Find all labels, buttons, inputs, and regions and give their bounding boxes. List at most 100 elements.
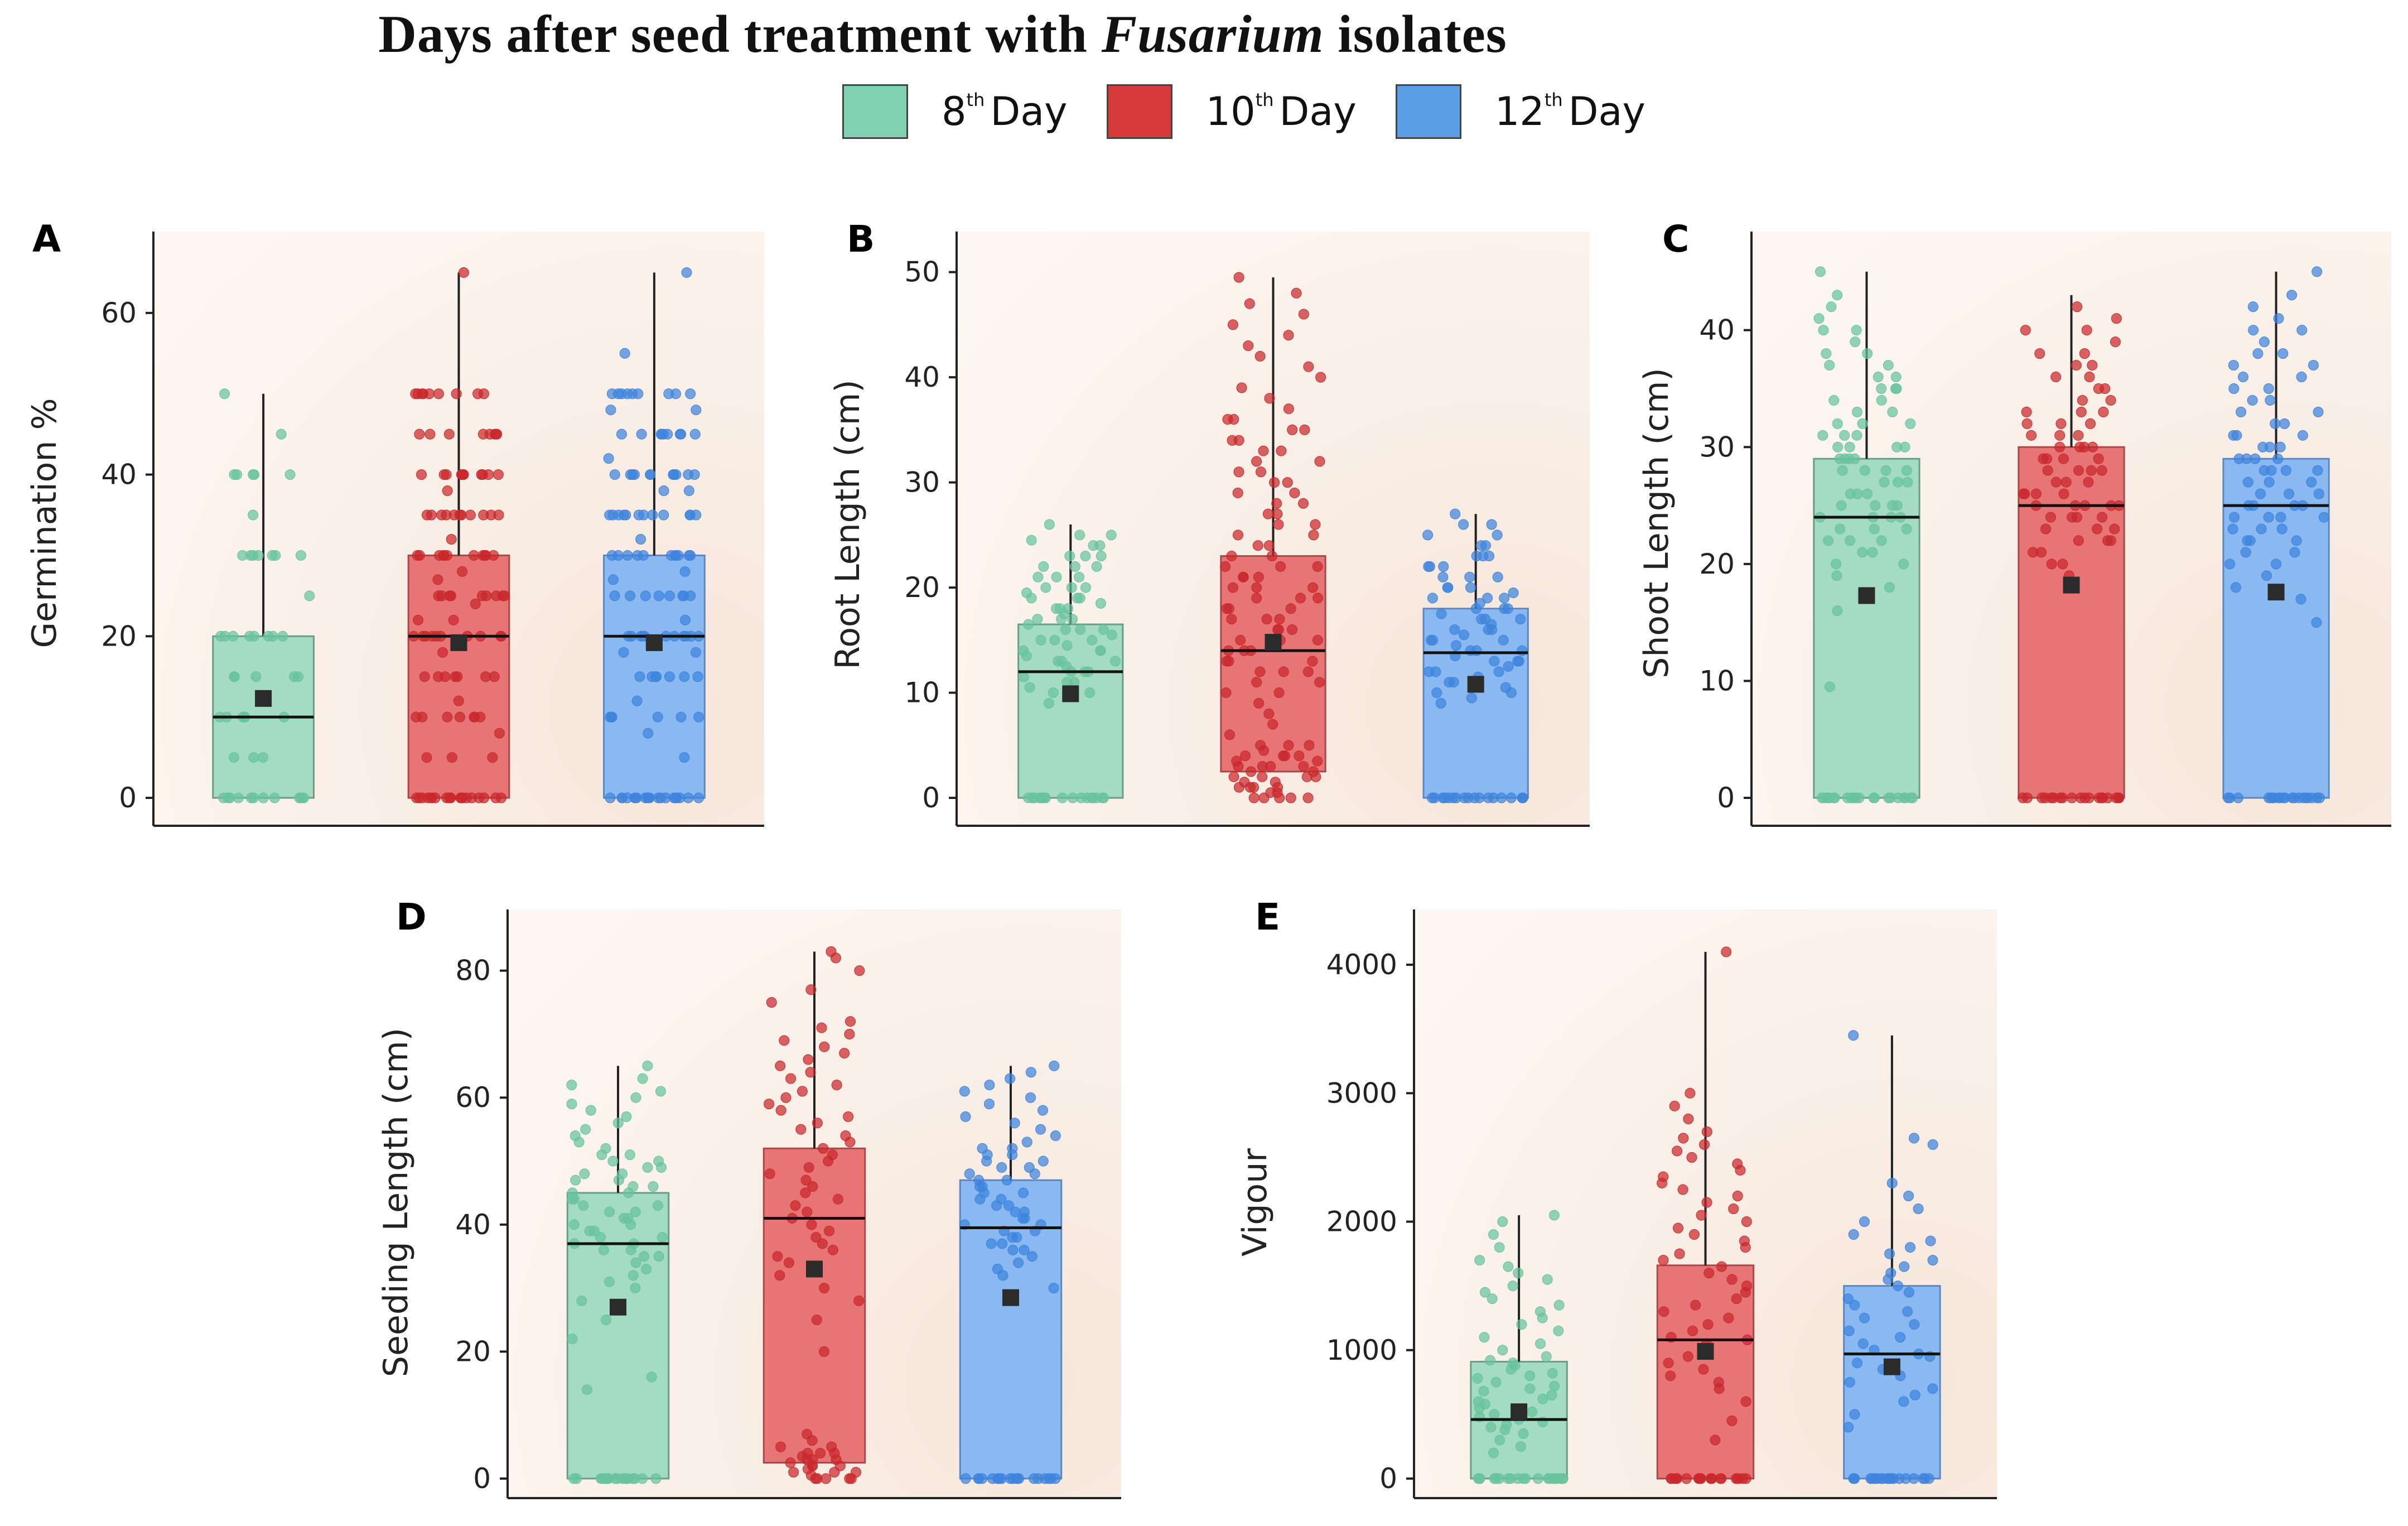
data-point bbox=[2037, 792, 2048, 803]
data-point bbox=[249, 630, 260, 642]
data-point bbox=[2021, 406, 2032, 417]
data-point bbox=[458, 267, 469, 278]
data-point bbox=[1226, 551, 1237, 562]
data-point bbox=[2030, 488, 2042, 499]
data-point bbox=[2083, 792, 2095, 803]
y-tick-label: 40 bbox=[101, 459, 137, 491]
data-point bbox=[1706, 1473, 1717, 1484]
y-tick-label: 40 bbox=[904, 361, 940, 393]
data-point bbox=[622, 1212, 634, 1224]
data-point bbox=[601, 1315, 612, 1326]
data-point bbox=[1537, 1393, 1548, 1404]
data-point bbox=[437, 647, 448, 658]
data-point bbox=[2071, 360, 2082, 371]
data-point bbox=[1447, 792, 1459, 803]
data-point bbox=[1888, 1473, 1899, 1484]
data-point bbox=[1927, 1255, 1938, 1266]
data-point bbox=[1220, 561, 1231, 572]
data-point bbox=[298, 792, 310, 803]
data-point bbox=[960, 1473, 971, 1484]
data-point bbox=[1289, 487, 1300, 498]
data-point bbox=[1879, 476, 1890, 488]
data-point bbox=[229, 469, 240, 480]
data-point bbox=[1026, 535, 1037, 546]
data-point bbox=[670, 550, 681, 561]
data-point bbox=[1658, 1255, 1669, 1266]
data-point bbox=[607, 1156, 619, 1167]
data-point bbox=[1244, 298, 1255, 309]
y-tick-label: 30 bbox=[1699, 431, 1735, 463]
box-12th-day bbox=[1422, 508, 1529, 803]
data-point bbox=[1466, 692, 1477, 704]
data-point bbox=[1851, 430, 1862, 441]
panel-c-shoot-length: C 0 10 20 30 40 Shoot Length (cm) bbox=[1634, 218, 2408, 843]
data-point bbox=[579, 1168, 590, 1180]
data-point bbox=[1007, 1143, 1018, 1154]
panel-d-seeding-length: D 0 20 40 60 80 Seeding Length (cm) bbox=[374, 896, 1155, 1523]
data-point bbox=[599, 1244, 610, 1255]
data-point bbox=[1844, 441, 1855, 452]
data-point bbox=[2224, 559, 2236, 570]
data-point bbox=[1051, 571, 1062, 583]
data-point bbox=[457, 469, 469, 480]
data-point bbox=[1298, 309, 1309, 320]
data-point bbox=[689, 429, 701, 440]
data-point bbox=[1883, 792, 1894, 803]
data-point bbox=[1553, 1325, 1564, 1336]
y-tick-label: 0 bbox=[473, 1462, 491, 1495]
data-point bbox=[816, 1022, 827, 1033]
vigour-chart: 0 1000 2000 3000 4000 Vigour bbox=[1236, 909, 1997, 1499]
legend-swatch bbox=[842, 84, 908, 139]
data-point bbox=[645, 469, 656, 480]
data-point bbox=[570, 1130, 581, 1142]
data-point bbox=[1839, 430, 1850, 441]
data-point bbox=[1302, 792, 1314, 803]
data-point bbox=[690, 647, 701, 658]
data-point bbox=[1927, 1139, 1938, 1150]
data-point bbox=[2261, 570, 2272, 581]
data-point bbox=[2273, 313, 2284, 324]
data-point bbox=[451, 388, 462, 399]
data-point bbox=[1507, 1281, 1518, 1292]
data-point bbox=[818, 1143, 829, 1154]
data-point bbox=[1913, 1204, 1924, 1215]
data-point bbox=[2078, 441, 2089, 452]
data-point bbox=[1312, 593, 1324, 604]
y-tick-label: 0 bbox=[922, 782, 940, 814]
data-point bbox=[1422, 529, 1434, 541]
data-point bbox=[1298, 498, 1309, 509]
data-point bbox=[609, 590, 620, 601]
data-point bbox=[681, 267, 692, 278]
data-point bbox=[2042, 465, 2053, 476]
panel-b-root-length: B 0 10 20 30 40 50 Root Length (cm) bbox=[826, 218, 1606, 843]
data-point bbox=[1883, 360, 1894, 371]
data-point bbox=[2284, 488, 2295, 499]
data-point bbox=[422, 509, 433, 521]
data-point bbox=[1427, 634, 1439, 646]
data-point bbox=[1902, 476, 1913, 488]
data-point bbox=[436, 509, 447, 521]
data-point bbox=[588, 1225, 600, 1236]
data-point bbox=[1025, 1092, 1036, 1103]
data-point bbox=[1107, 629, 1118, 641]
data-point bbox=[416, 469, 427, 480]
data-point bbox=[612, 1473, 623, 1484]
data-point bbox=[1066, 582, 1077, 593]
data-point bbox=[805, 984, 817, 995]
y-tick-label: 20 bbox=[101, 620, 137, 652]
data-point bbox=[1728, 1204, 1739, 1215]
box-iqr bbox=[1843, 1285, 1941, 1480]
data-point bbox=[1450, 508, 1461, 519]
data-point bbox=[2055, 418, 2067, 429]
data-point bbox=[2277, 348, 2289, 359]
data-point bbox=[1815, 266, 1826, 277]
data-point bbox=[832, 1193, 843, 1205]
data-point bbox=[1110, 656, 1121, 667]
data-point bbox=[469, 711, 480, 723]
data-point bbox=[441, 469, 452, 480]
data-point bbox=[634, 671, 645, 682]
data-point bbox=[652, 711, 663, 723]
data-point bbox=[1312, 561, 1323, 572]
data-point bbox=[1007, 1244, 1019, 1255]
data-point bbox=[1283, 740, 1294, 751]
